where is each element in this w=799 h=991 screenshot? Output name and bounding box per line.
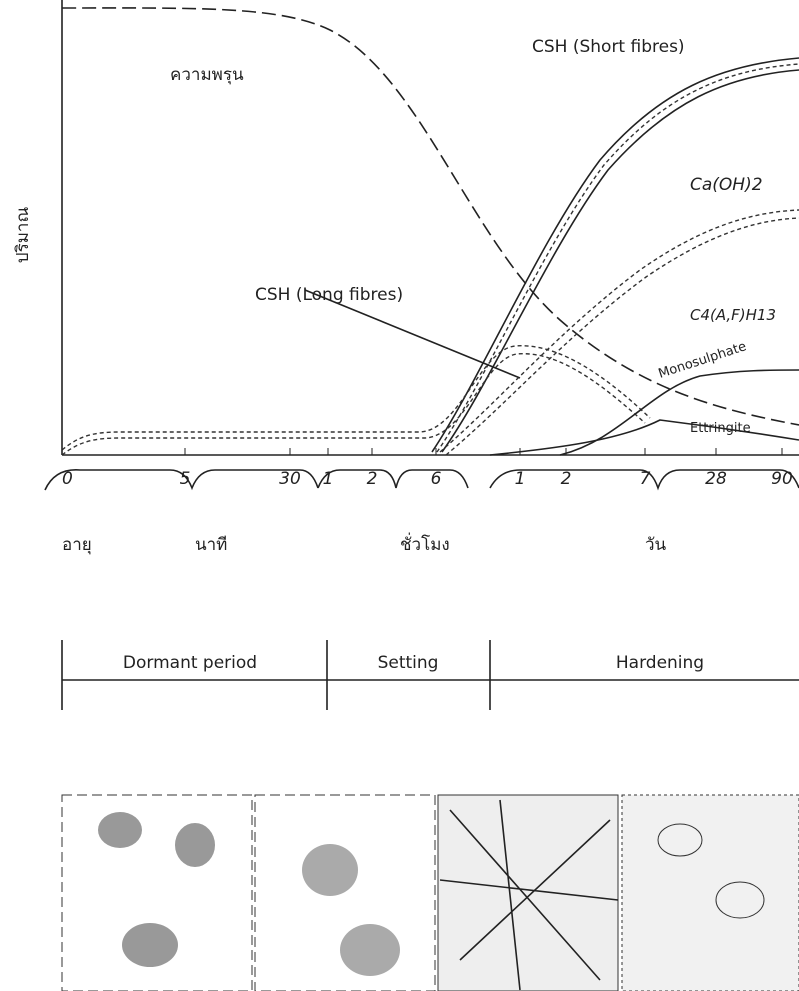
monosulphate-curve bbox=[560, 370, 799, 455]
csh-long-curve bbox=[62, 346, 650, 450]
particle bbox=[175, 823, 215, 867]
caoh2-curve bbox=[440, 210, 799, 452]
tick-label: 90 bbox=[771, 469, 793, 489]
brace bbox=[318, 470, 468, 488]
tick-label: 1 bbox=[515, 469, 526, 489]
tick-label: 5 bbox=[180, 469, 191, 489]
tick-label: 7 bbox=[640, 469, 651, 489]
period-label: Dormant period bbox=[123, 653, 257, 673]
csh-short-curve bbox=[432, 58, 799, 452]
tick-label: 2 bbox=[367, 469, 378, 489]
micrographs bbox=[62, 795, 799, 991]
csh-short-hatch bbox=[437, 64, 799, 452]
diagram: ปริมาณ ความพรุน CSH (Short fibres) Ca(OH… bbox=[0, 0, 799, 991]
panel bbox=[622, 795, 799, 991]
group-label: ชั่วโมง bbox=[400, 532, 450, 555]
curve-label: CSH (Short fibres) bbox=[532, 37, 685, 57]
group-label: นาที bbox=[195, 535, 227, 555]
group-label: อายุ bbox=[62, 535, 92, 555]
particle bbox=[98, 812, 142, 848]
tick-label: 30 bbox=[279, 469, 301, 489]
panel bbox=[438, 795, 618, 991]
csh-short-curve-edge bbox=[442, 70, 799, 452]
period-label: Setting bbox=[378, 653, 439, 673]
curve-label: CSH (Long fibres) bbox=[255, 285, 403, 305]
group-label: วัน bbox=[645, 535, 667, 555]
curve-label: C4(A,F)H13 bbox=[690, 306, 776, 324]
particle bbox=[302, 844, 358, 896]
y-axis-label: ปริมาณ bbox=[13, 207, 33, 264]
particle bbox=[122, 923, 178, 967]
csh-long-curve-edge bbox=[62, 354, 645, 455]
period-label: Hardening bbox=[616, 653, 704, 673]
tick-label: 28 bbox=[705, 469, 727, 489]
tick-label: 6 bbox=[431, 469, 442, 489]
particle bbox=[340, 924, 400, 976]
tick-label: 2 bbox=[561, 469, 572, 489]
caoh2-curve-edge bbox=[446, 218, 799, 455]
curve-label: Ettringite bbox=[690, 421, 751, 436]
curve-label: ความพรุน bbox=[170, 65, 244, 85]
curve-label: Ca(OH)2 bbox=[690, 175, 763, 195]
